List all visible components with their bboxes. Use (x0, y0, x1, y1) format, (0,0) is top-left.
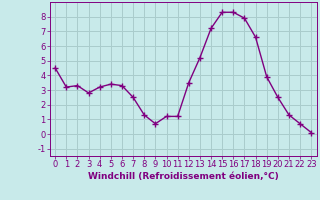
X-axis label: Windchill (Refroidissement éolien,°C): Windchill (Refroidissement éolien,°C) (88, 172, 279, 181)
